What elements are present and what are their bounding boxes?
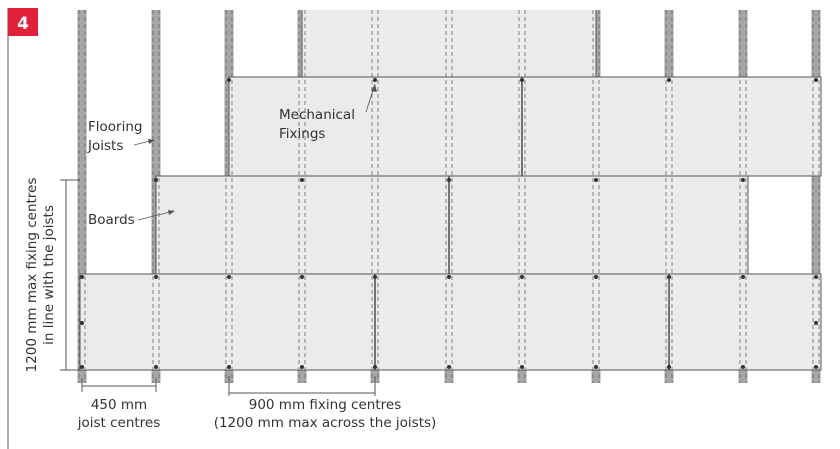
mechanical-fixing — [667, 275, 671, 279]
mechanical-fixing — [227, 78, 231, 82]
flooring-joists-arrowhead — [148, 139, 155, 144]
mechanical-fixing — [373, 275, 377, 279]
fixing-centres-label-line1: 900 mm fixing centres — [249, 397, 401, 413]
vertical-dimension-label-line2: in line with the joists — [41, 205, 57, 345]
mechanical-fixing — [373, 78, 377, 82]
board — [79, 273, 822, 371]
mechanical-fixing — [154, 178, 158, 182]
mechanical-fixing — [594, 275, 598, 279]
mechanical-fixing — [741, 365, 745, 369]
mechanical-fixing — [520, 78, 524, 82]
mechanical-fixing — [80, 365, 84, 369]
mechanical-fixings-group — [80, 78, 818, 369]
flooring-joist — [77, 10, 87, 383]
mechanical-fixing — [373, 365, 377, 369]
mechanical-fixing — [154, 275, 158, 279]
figure-number-badge — [8, 8, 38, 36]
mechanical-fixing — [667, 78, 671, 82]
mechanical-fixings-label-line2: Fixings — [279, 126, 325, 142]
flooring-joists-label-line1: Flooring — [88, 119, 142, 135]
flooring-joist — [811, 10, 821, 383]
fixing-centres-label-line2: (1200 mm max across the joists) — [214, 415, 437, 431]
mechanical-fixings-arrowhead — [371, 84, 377, 92]
flooring-joists-label-line2: Joists — [87, 138, 123, 154]
mechanical-fixing — [300, 178, 304, 182]
boards-leader — [137, 210, 175, 221]
vertical-dimension-label-line1: 1200 mm max fixing centres — [24, 178, 40, 373]
mechanical-fixing — [594, 178, 598, 182]
mechanical-fixing — [814, 365, 818, 369]
mechanical-fixing — [300, 365, 304, 369]
figure-number: 4 — [17, 14, 29, 34]
joist-centres-label-line1: 450 mm — [91, 397, 147, 413]
mechanical-fixing — [227, 365, 231, 369]
mechanical-fixing — [520, 365, 524, 369]
joist-centres-label-line2: joist centres — [77, 415, 161, 431]
board — [302, 10, 596, 77]
mechanical-fixing — [447, 178, 451, 182]
joist-dashed-lines — [78, 10, 820, 383]
mechanical-fixing — [447, 275, 451, 279]
mechanical-fixing — [154, 365, 158, 369]
mechanical-fixings-label-line1: Mechanical — [279, 107, 355, 123]
board — [155, 175, 749, 275]
boards-arrowhead — [168, 210, 175, 215]
mechanical-fixing — [447, 365, 451, 369]
mechanical-fixing — [814, 321, 818, 325]
mechanical-fixing — [814, 275, 818, 279]
boards-group — [79, 10, 822, 371]
mechanical-fixing — [667, 365, 671, 369]
mechanical-fixing — [520, 275, 524, 279]
mechanical-fixing — [594, 365, 598, 369]
mechanical-fixing — [741, 275, 745, 279]
boards-label: Boards — [88, 212, 135, 228]
mechanical-fixing — [741, 178, 745, 182]
mechanical-fixing — [227, 275, 231, 279]
mechanical-fixing — [814, 78, 818, 82]
mechanical-fixing — [80, 275, 84, 279]
mechanical-fixing — [80, 321, 84, 325]
mechanical-fixing — [300, 275, 304, 279]
